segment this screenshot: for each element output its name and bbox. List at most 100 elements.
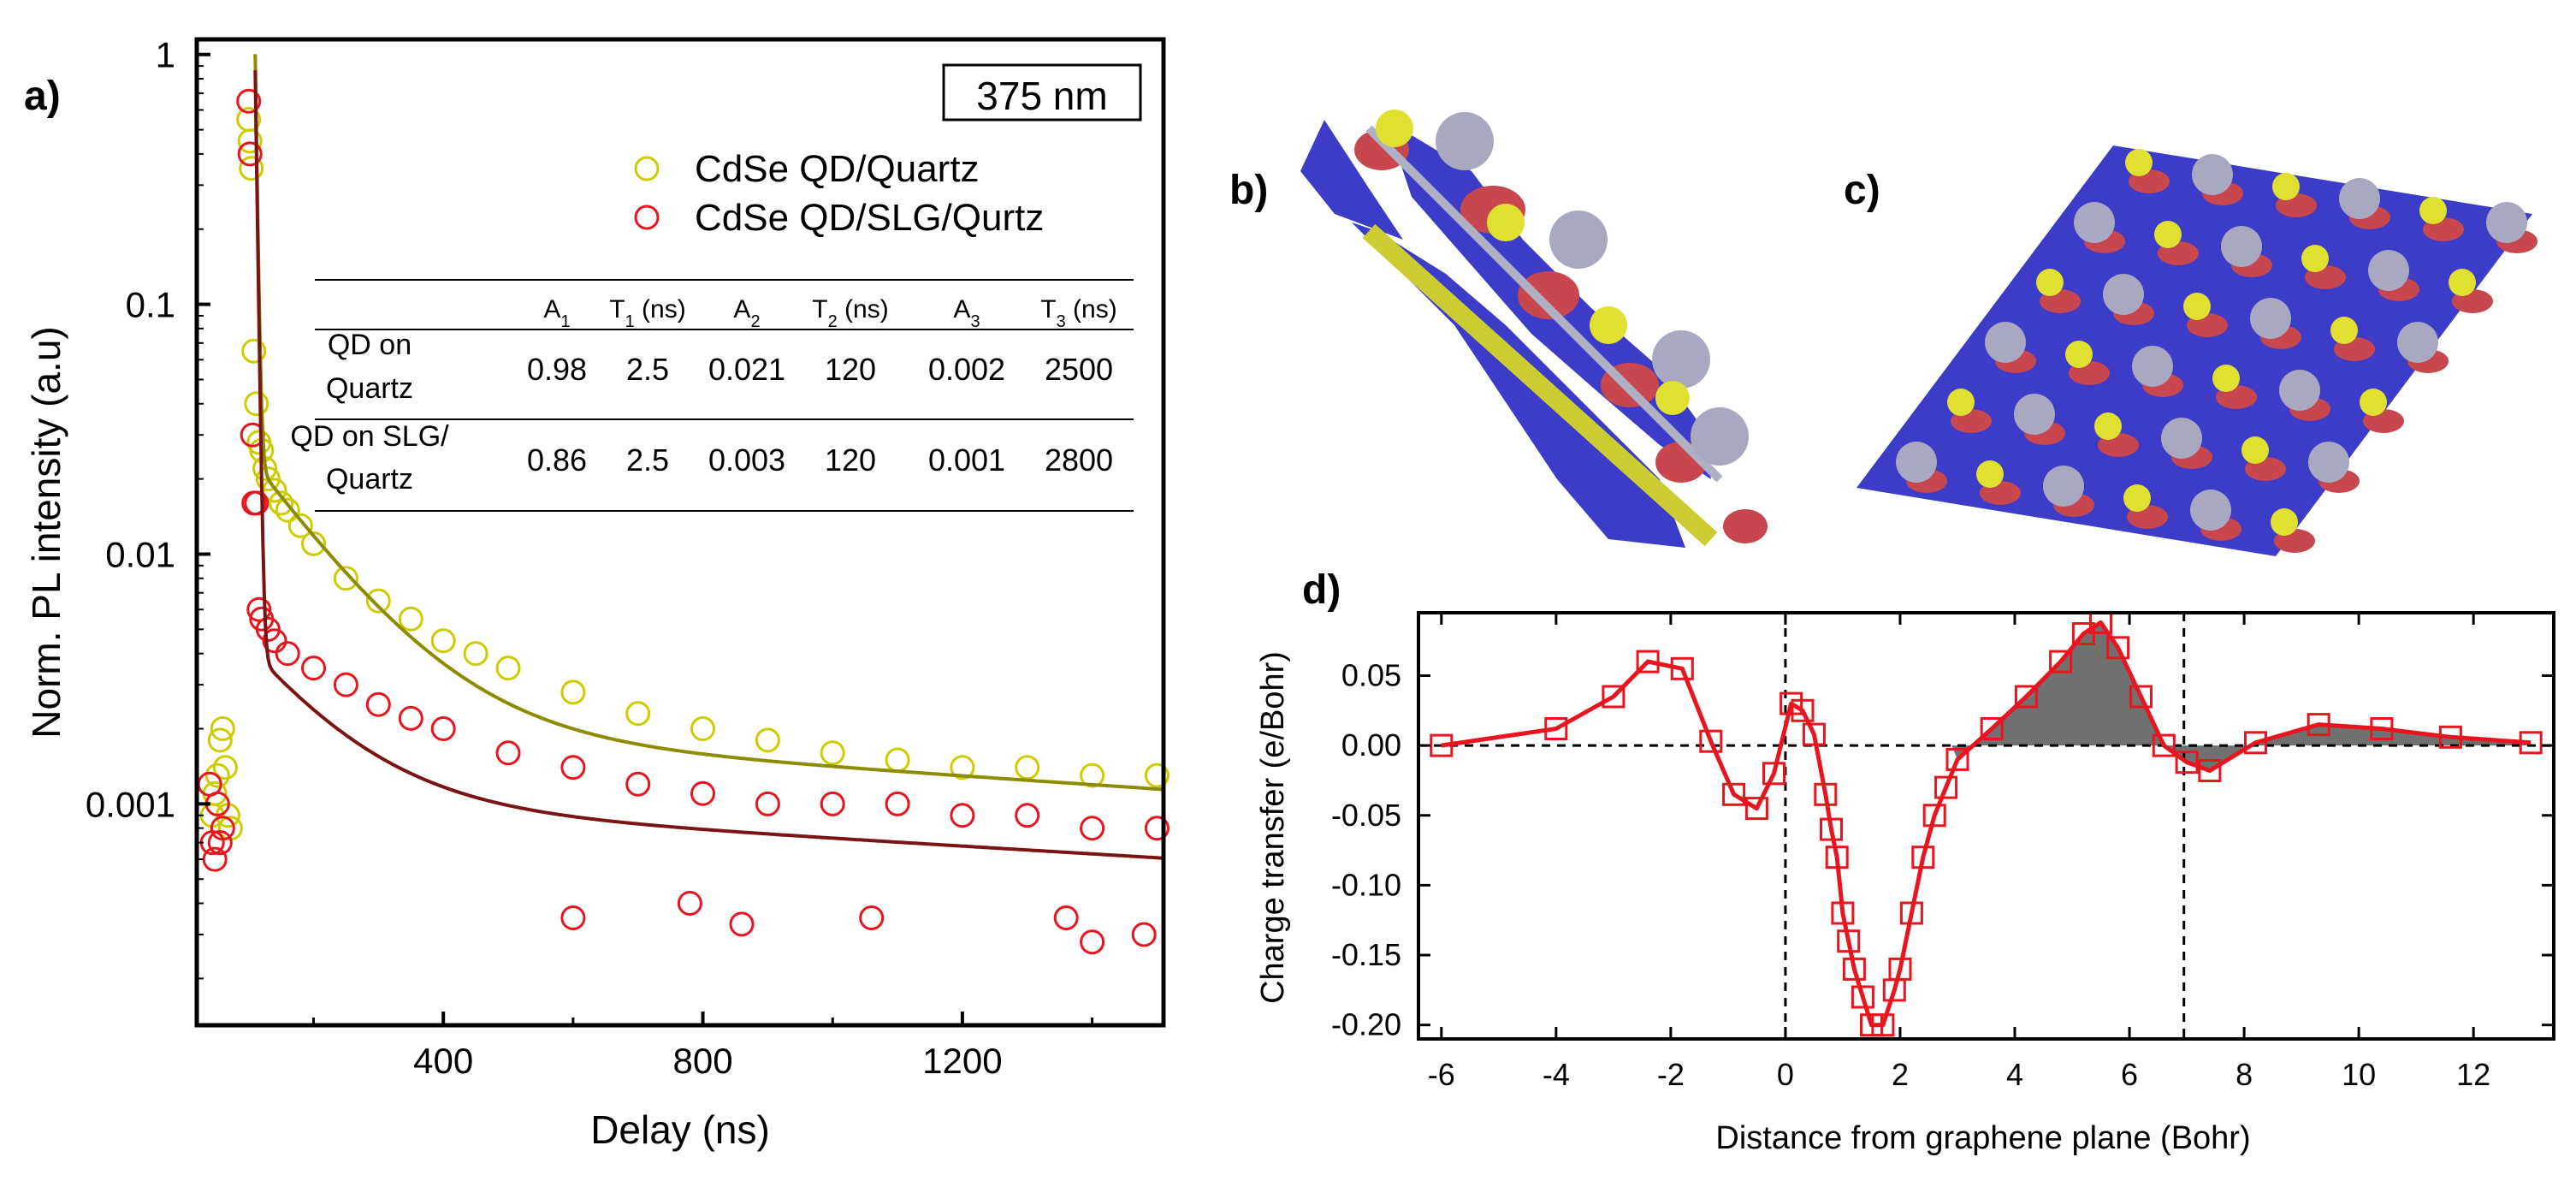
atom-se xyxy=(2132,346,2173,387)
data-point xyxy=(239,156,264,181)
y-tick-label: 0.05 xyxy=(1341,657,1401,692)
data-point xyxy=(262,628,287,654)
atom-cd xyxy=(1376,110,1413,147)
data-point xyxy=(2198,759,2222,782)
table-row-label: QD on xyxy=(328,329,412,361)
panel-a-inset-label: 375 nm xyxy=(976,74,1107,118)
atom-cd xyxy=(2212,365,2240,392)
atom-se xyxy=(1436,112,1494,170)
charge-transfer-line xyxy=(1441,620,2532,1028)
atom-cd xyxy=(1947,389,1975,416)
table-cell: 0.001 xyxy=(928,442,1005,478)
data-point xyxy=(2152,733,2176,757)
x-tick-label: -4 xyxy=(1543,1057,1570,1092)
data-point xyxy=(1802,722,1826,746)
isosurface-sheet xyxy=(1856,145,2532,556)
data-point xyxy=(246,596,272,622)
data-point xyxy=(1871,1013,1895,1037)
isosurface-blob xyxy=(1723,509,1768,543)
isosurface-blob xyxy=(1518,271,1579,319)
atom-cd xyxy=(2241,436,2269,464)
y-tick-label: 0.01 xyxy=(105,534,175,574)
atom-se xyxy=(2043,466,2084,507)
data-point xyxy=(950,755,975,780)
atom-se xyxy=(2308,442,2349,483)
atom-lattice xyxy=(1896,149,2538,553)
data-point xyxy=(1831,901,1855,925)
data-point xyxy=(1144,816,1170,841)
data-point xyxy=(1762,762,1785,786)
data-point xyxy=(333,566,358,591)
table-cell: 2.5 xyxy=(626,442,669,478)
data-point xyxy=(1842,957,1866,981)
data-point xyxy=(237,128,263,154)
panel-d-x-axis-label: Distance from graphene plane (Bohr) xyxy=(1715,1120,2250,1156)
fit-parameters-table: A1 T1 (ns) A2 T2 (ns) A3 T3 (ns) QD on Quartz 0.… xyxy=(290,279,1134,512)
table-header: A2 xyxy=(733,295,760,331)
x-tick-label: 4 xyxy=(2006,1057,2023,1092)
atom-cd xyxy=(2449,269,2476,296)
data-point xyxy=(2244,731,2267,755)
data-point xyxy=(1670,656,1694,680)
data-point xyxy=(2106,636,2130,660)
atom-se xyxy=(2250,298,2291,339)
data-point xyxy=(1544,717,1568,740)
data-point xyxy=(495,740,521,766)
atom-cd xyxy=(1976,460,2004,488)
atom-cd xyxy=(2272,173,2300,200)
panel-d-label: d) xyxy=(1302,567,1341,613)
x-tick-label: 400 xyxy=(413,1041,473,1081)
data-point xyxy=(2049,650,2073,674)
y-tick-label: 1 xyxy=(156,35,175,75)
data-point xyxy=(301,531,326,556)
data-point xyxy=(755,791,780,816)
data-point xyxy=(1820,817,1843,841)
data-point xyxy=(204,763,230,788)
table-header: T3 (ns) xyxy=(1040,295,1116,331)
table-header: T2 (ns) xyxy=(812,295,888,331)
panel-d-y-axis-label: Charge transfer (e/Bohr) xyxy=(1255,651,1291,1004)
atom-se xyxy=(2279,370,2320,411)
data-point xyxy=(820,740,845,766)
data-point xyxy=(495,656,521,681)
data-point xyxy=(1053,905,1079,930)
table-cell: 0.003 xyxy=(708,442,785,478)
panel-d-axis-ticks: -6 -4 -2 0 2 4 6 8 10 12 0.05 0.00 -0.05 -0.10 -0.15 -0… xyxy=(1331,613,2554,1092)
panel-a-legend: CdSe QD/Quartz CdSe QD/SLG/Qurtz xyxy=(634,148,1044,239)
data-point xyxy=(1080,929,1105,955)
table-cell: 2500 xyxy=(1045,352,1113,387)
x-tick-label: 0 xyxy=(1777,1057,1794,1092)
data-point xyxy=(1430,733,1454,757)
atom-se xyxy=(2161,418,2202,459)
isosurface-blob xyxy=(1300,120,1403,240)
atom-cd xyxy=(2360,389,2387,416)
table-header: A3 xyxy=(953,295,980,331)
data-point xyxy=(1636,650,1660,674)
data-point xyxy=(1602,685,1626,709)
data-point xyxy=(859,905,885,930)
panel-a-x-axis-label: Delay (ns) xyxy=(590,1107,770,1152)
table-cell: 0.021 xyxy=(708,352,785,387)
data-point xyxy=(207,830,233,856)
panel-d-plot-frame xyxy=(1417,611,2555,1041)
table-header: A1 xyxy=(543,295,570,331)
table-header: T1 (ns) xyxy=(609,295,685,331)
data-point xyxy=(560,680,586,705)
atom-se xyxy=(2103,274,2144,315)
shaded-transfer-area xyxy=(1951,622,2532,771)
legend-marker-slg xyxy=(634,205,660,230)
atom-cd xyxy=(2036,269,2064,296)
data-point xyxy=(365,588,391,614)
data-point xyxy=(1131,922,1157,947)
data-point xyxy=(1015,803,1040,828)
atom-se xyxy=(2368,250,2409,291)
atom-cd xyxy=(2123,484,2151,512)
data-point xyxy=(244,391,269,417)
data-point xyxy=(677,891,702,916)
data-point xyxy=(729,911,755,937)
table-cell: 0.86 xyxy=(527,442,587,478)
panel-c: c) xyxy=(1844,145,2538,556)
data-point xyxy=(244,490,269,516)
fit-line-quartz xyxy=(253,54,1164,792)
